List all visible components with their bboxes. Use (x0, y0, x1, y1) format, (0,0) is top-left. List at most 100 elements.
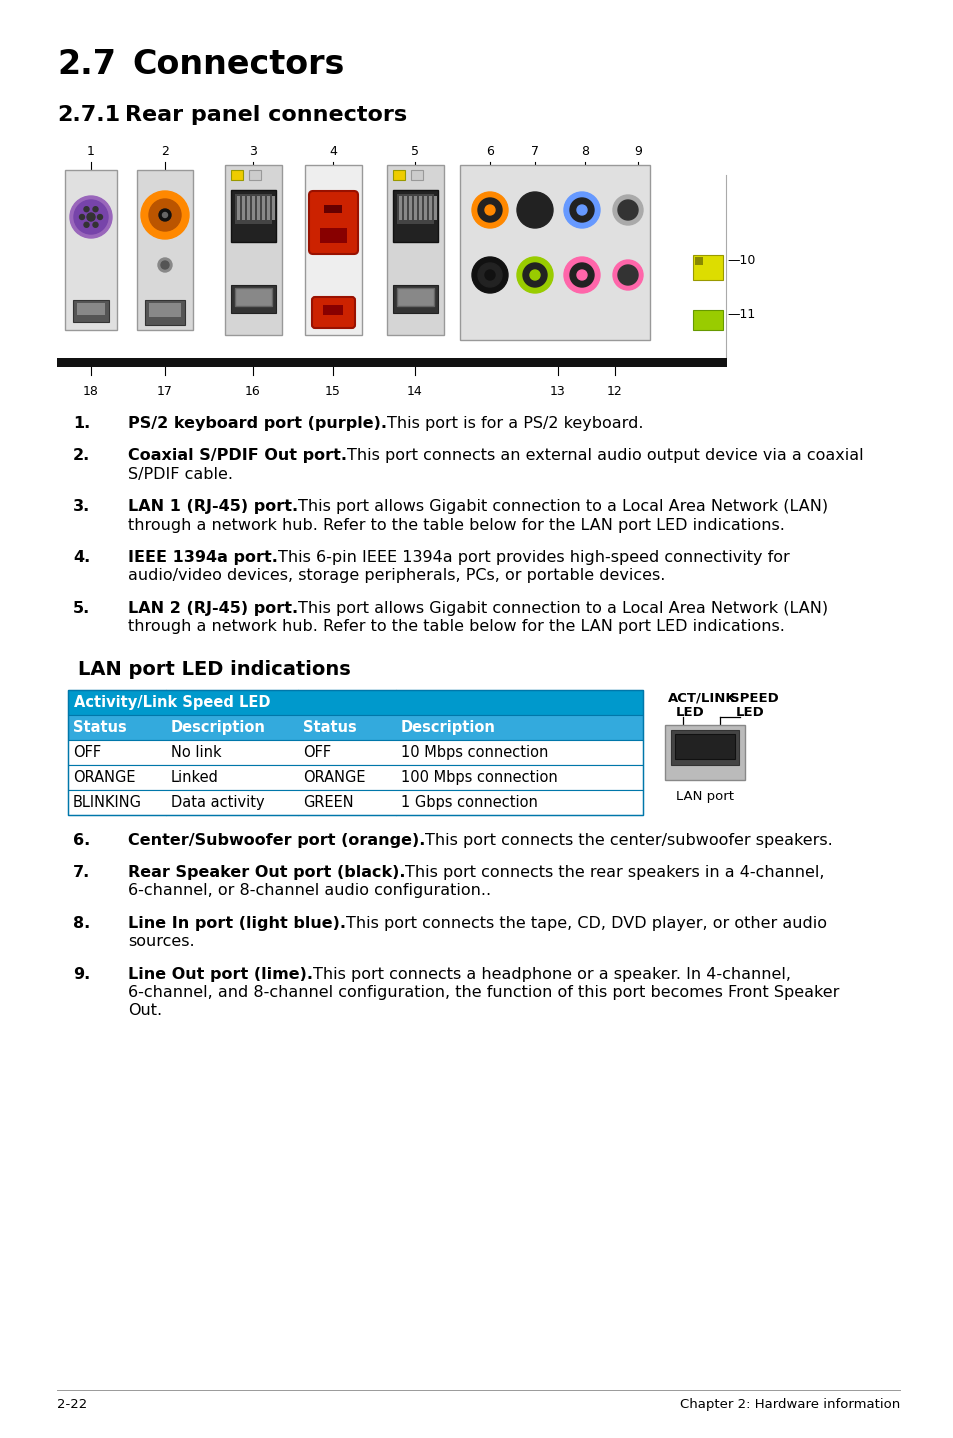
Text: 3.: 3. (73, 499, 91, 515)
Text: 5.: 5. (73, 601, 91, 615)
Text: This port connects the tape, CD, DVD player, or other audio: This port connects the tape, CD, DVD pla… (346, 916, 826, 930)
Text: PS/2 keyboard port (purple).: PS/2 keyboard port (purple). (128, 416, 387, 431)
Circle shape (530, 270, 539, 280)
Text: Line Out port (lime).: Line Out port (lime). (128, 966, 313, 982)
Text: This port connects an external audio output device via a coaxial: This port connects an external audio out… (347, 449, 862, 463)
Bar (242, 196, 245, 220)
Text: LED: LED (676, 706, 704, 719)
Bar (323, 305, 343, 315)
Text: 1: 1 (87, 145, 95, 158)
Bar (262, 196, 265, 220)
Text: 15: 15 (325, 385, 340, 398)
Bar (231, 170, 243, 180)
Circle shape (84, 207, 89, 211)
Text: LAN port LED indications: LAN port LED indications (78, 660, 351, 679)
Bar (324, 206, 341, 213)
Bar (73, 301, 109, 322)
Bar (225, 165, 282, 335)
Text: Coaxial S/PDIF Out port.: Coaxial S/PDIF Out port. (128, 449, 347, 463)
Bar (414, 196, 416, 220)
Bar (272, 196, 274, 220)
Circle shape (92, 223, 98, 227)
Text: Rear panel connectors: Rear panel connectors (125, 105, 407, 125)
Text: —11: —11 (726, 309, 755, 322)
Text: This 6-pin IEEE 1394a port provides high-speed connectivity for: This 6-pin IEEE 1394a port provides high… (277, 549, 789, 565)
Bar (670, 729, 739, 765)
Text: OFF: OFF (303, 745, 331, 759)
Text: 2.: 2. (73, 449, 91, 463)
Text: Out.: Out. (128, 1004, 162, 1018)
Text: IEEE 1394a port.: IEEE 1394a port. (128, 549, 277, 565)
Bar (459, 165, 649, 339)
Text: 1 Gbps connection: 1 Gbps connection (400, 795, 537, 810)
Text: 2.7.1: 2.7.1 (57, 105, 120, 125)
Bar (411, 170, 422, 180)
Text: Description: Description (400, 719, 496, 735)
Text: Description: Description (171, 719, 266, 735)
Text: This port connects the center/subwoofer speakers.: This port connects the center/subwoofer … (425, 833, 832, 847)
Text: 7: 7 (531, 145, 538, 158)
Circle shape (158, 257, 172, 272)
Bar (319, 229, 347, 243)
Bar (664, 725, 744, 779)
Bar (267, 196, 270, 220)
Circle shape (162, 213, 168, 217)
Circle shape (517, 193, 553, 229)
Circle shape (530, 206, 539, 216)
Text: Center/Subwoofer port (orange).: Center/Subwoofer port (orange). (128, 833, 425, 847)
Bar (396, 288, 434, 306)
Circle shape (569, 198, 594, 221)
Bar (68, 765, 642, 789)
Text: Status: Status (73, 719, 127, 735)
Text: S/PDIF cable.: S/PDIF cable. (128, 467, 233, 482)
Circle shape (577, 206, 586, 216)
Text: 2: 2 (161, 145, 169, 158)
Bar (393, 170, 405, 180)
Text: Chapter 2: Hardware information: Chapter 2: Hardware information (679, 1398, 899, 1411)
Text: Status: Status (303, 719, 356, 735)
Bar (68, 690, 642, 814)
Text: 1.: 1. (73, 416, 91, 431)
Bar (387, 165, 443, 335)
Bar (231, 285, 275, 313)
Text: 4.: 4. (73, 549, 91, 565)
Bar (418, 196, 421, 220)
Circle shape (472, 257, 507, 293)
Text: Connectors: Connectors (132, 47, 344, 81)
Text: LED: LED (735, 706, 764, 719)
Text: sources.: sources. (128, 935, 194, 949)
Text: 6.: 6. (73, 833, 91, 847)
Text: 8: 8 (580, 145, 588, 158)
Text: 16: 16 (245, 385, 260, 398)
Text: 6-channel, and 8-channel configuration, the function of this port becomes Front : 6-channel, and 8-channel configuration, … (128, 985, 839, 999)
Text: audio/video devices, storage peripherals, PCs, or portable devices.: audio/video devices, storage peripherals… (128, 568, 664, 584)
Circle shape (149, 198, 181, 232)
Bar (256, 196, 260, 220)
Circle shape (569, 263, 594, 288)
Text: ORANGE: ORANGE (303, 769, 365, 785)
Text: 18: 18 (83, 385, 99, 398)
Text: 12: 12 (606, 385, 622, 398)
Text: 9.: 9. (73, 966, 91, 982)
Text: This port allows Gigabit connection to a Local Area Network (LAN): This port allows Gigabit connection to a… (297, 601, 827, 615)
Text: 14: 14 (407, 385, 422, 398)
Text: No link: No link (171, 745, 221, 759)
Bar (77, 303, 105, 315)
Circle shape (92, 207, 98, 211)
Text: LAN 1 (RJ-45) port.: LAN 1 (RJ-45) port. (128, 499, 297, 515)
Circle shape (87, 213, 95, 221)
Bar (695, 257, 702, 265)
Circle shape (74, 200, 108, 234)
Text: through a network hub. Refer to the table below for the LAN port LED indications: through a network hub. Refer to the tabl… (128, 620, 784, 634)
Circle shape (84, 223, 89, 227)
Circle shape (618, 265, 638, 285)
Circle shape (618, 200, 638, 220)
Text: This port connects the rear speakers in a 4-channel,: This port connects the rear speakers in … (405, 866, 824, 880)
Text: ORANGE: ORANGE (73, 769, 135, 785)
Text: SPEED: SPEED (729, 692, 778, 705)
Text: LAN 2 (RJ-45) port.: LAN 2 (RJ-45) port. (128, 601, 297, 615)
Text: 7.: 7. (73, 866, 91, 880)
Circle shape (613, 260, 642, 290)
Text: Rear Speaker Out port (black).: Rear Speaker Out port (black). (128, 866, 405, 880)
Text: 2-22: 2-22 (57, 1398, 87, 1411)
